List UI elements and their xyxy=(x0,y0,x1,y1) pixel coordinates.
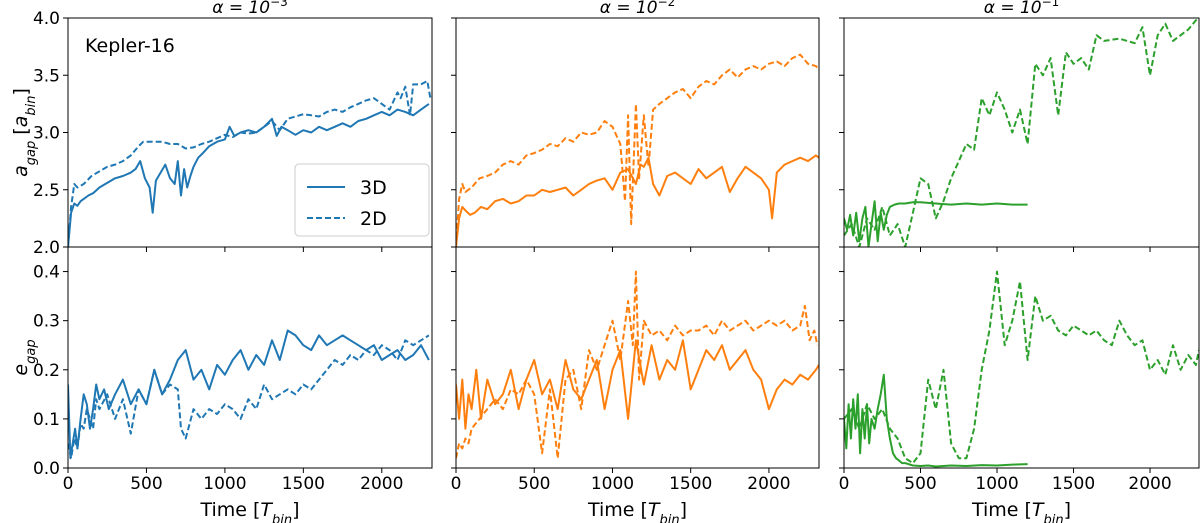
y-tick-label: 0.3 xyxy=(33,312,60,332)
column-title: α = 10−1 xyxy=(984,0,1060,18)
series-group xyxy=(456,53,819,247)
series-group xyxy=(68,80,432,247)
panel-r0-c1 xyxy=(451,17,820,252)
series-line-3d xyxy=(456,339,819,430)
panel-r0-c0: 2.0 2.5 3.0 3.5 4.0 xyxy=(33,9,433,258)
panel-r1-c1: 0 500 1000 1500 2000 Time [Tbin] xyxy=(451,246,820,523)
x-tick-label: 0 xyxy=(63,474,74,494)
annotation-kepler16: Kepler-16 xyxy=(85,35,175,57)
series-line-3d xyxy=(68,103,430,247)
series-line-2d xyxy=(456,270,819,460)
panel-r0-c2 xyxy=(839,17,1200,252)
x-tick-label: 500 xyxy=(518,474,550,494)
panel-frame xyxy=(843,246,1200,469)
series-line-2d xyxy=(844,18,1199,247)
series-line-3d xyxy=(844,373,1028,468)
x-tick-label: 1000 xyxy=(591,474,634,494)
y-tick-label: 4.0 xyxy=(33,9,60,29)
y-tick-label: 3.5 xyxy=(33,66,60,86)
legend-label-2d: 2D xyxy=(360,208,387,230)
panel-r1-c0: 0.0 0.1 0.2 0.3 0.4 0 500 1000 1500 2000 Time [Tbi… xyxy=(33,246,433,523)
x-tick-label: 2000 xyxy=(360,474,403,494)
x-tick-label: 1500 xyxy=(282,474,325,494)
y-tick-label: 3.0 xyxy=(33,124,60,144)
y-tick-label: 0.4 xyxy=(33,263,60,283)
y-tick-label: 0.2 xyxy=(33,361,60,381)
x-tick-label: 1000 xyxy=(203,474,246,494)
x-tick-label: 500 xyxy=(904,474,936,494)
x-axis-label: Time [Tbin] xyxy=(199,499,299,523)
series-line-2d xyxy=(456,53,819,247)
x-tick-label: 0 xyxy=(451,474,462,494)
panel-frame xyxy=(455,246,820,469)
panel-r1-c2: 0 500 1000 1500 2000 Time [Tbin] xyxy=(839,246,1200,523)
column-title: α = 10−2 xyxy=(600,0,676,18)
x-tick-label: 1000 xyxy=(975,474,1018,494)
y-axis-label: agap [abin] xyxy=(10,88,39,177)
x-tick-label: 1500 xyxy=(669,474,712,494)
series-line-2d xyxy=(68,334,430,460)
y-axis-label: egap xyxy=(10,339,39,375)
x-tick-label: 2000 xyxy=(747,474,790,494)
x-axis-label: Time [Tbin] xyxy=(587,499,687,523)
y-tick-label: 0.1 xyxy=(33,410,60,430)
y-tick-label: 2.0 xyxy=(33,238,60,258)
series-group xyxy=(456,270,819,460)
series-group xyxy=(68,329,430,460)
series-line-3d xyxy=(68,329,430,460)
series-group xyxy=(844,18,1199,247)
series-line-2d xyxy=(844,270,1199,465)
series-line-2d xyxy=(68,80,432,247)
y-tick-label: 2.5 xyxy=(33,181,60,201)
series-line-3d xyxy=(844,200,1028,247)
x-tick-label: 2000 xyxy=(1128,474,1171,494)
y-tick-label: 0.0 xyxy=(33,459,60,479)
x-tick-label: 0 xyxy=(839,474,850,494)
column-title: α = 10−3 xyxy=(212,0,288,18)
series-line-3d xyxy=(456,154,819,247)
series-group xyxy=(844,270,1199,468)
legend-label-3d: 3D xyxy=(360,177,387,199)
panel-frame xyxy=(67,246,433,469)
x-tick-label: 1500 xyxy=(1052,474,1095,494)
x-tick-label: 500 xyxy=(130,474,162,494)
x-axis-label: Time [Tbin] xyxy=(971,499,1071,523)
